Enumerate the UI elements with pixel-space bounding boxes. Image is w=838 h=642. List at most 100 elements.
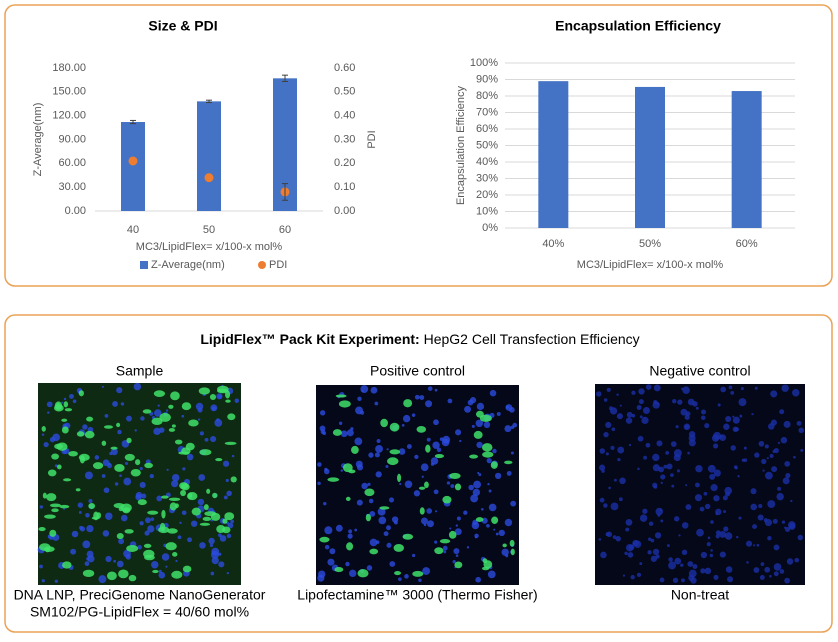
nucleus xyxy=(104,414,109,418)
nucleus xyxy=(758,440,765,447)
y-axis-title: Z-Average(nm) xyxy=(32,103,44,177)
nucleus xyxy=(375,471,382,478)
cell xyxy=(210,512,221,521)
bar xyxy=(197,101,221,211)
cell xyxy=(215,457,223,462)
nucleus xyxy=(725,491,731,497)
cell xyxy=(510,548,515,556)
nucleus xyxy=(672,398,677,404)
nucleus xyxy=(668,557,673,562)
cell xyxy=(92,462,104,470)
nucleus xyxy=(710,520,714,524)
nucleus xyxy=(219,535,227,542)
nucleus xyxy=(182,467,186,471)
nucleus xyxy=(126,415,132,422)
nucleus xyxy=(666,544,670,548)
cell xyxy=(62,561,72,569)
nucleus xyxy=(645,442,651,448)
nucleus xyxy=(319,410,326,416)
nucleus xyxy=(674,516,680,522)
nucleus xyxy=(227,522,234,529)
nucleus xyxy=(78,511,82,514)
nucleus xyxy=(652,548,660,555)
nucleus xyxy=(124,461,129,465)
nucleus xyxy=(161,553,170,561)
nucleus xyxy=(418,578,422,583)
image-title: Negative control xyxy=(649,363,750,379)
nucleus xyxy=(87,555,95,563)
cell xyxy=(168,428,176,432)
nucleus xyxy=(420,517,428,525)
nucleus xyxy=(655,507,664,516)
nucleus xyxy=(631,413,636,418)
nucleus xyxy=(43,441,49,448)
nucleus xyxy=(727,576,734,583)
nucleus xyxy=(750,503,757,511)
nucleus xyxy=(446,481,451,485)
nucleus xyxy=(39,564,43,569)
micrograph xyxy=(316,385,519,585)
nucleus xyxy=(700,551,708,559)
nucleus xyxy=(109,451,113,456)
cell xyxy=(418,486,426,490)
nucleus xyxy=(101,474,106,478)
nucleus xyxy=(653,384,661,392)
nucleus xyxy=(687,451,690,455)
cell xyxy=(44,514,56,519)
nucleus xyxy=(750,488,757,495)
cell xyxy=(222,518,228,524)
nucleus xyxy=(369,538,378,547)
cell xyxy=(188,419,199,427)
cell xyxy=(389,449,401,455)
cell xyxy=(491,516,499,524)
cell xyxy=(203,504,209,511)
nucleus xyxy=(348,529,353,534)
cell xyxy=(425,444,431,453)
cell xyxy=(106,571,117,581)
nucleus xyxy=(694,494,702,502)
nucleus xyxy=(41,579,45,583)
nucleus xyxy=(695,482,700,488)
nucleus xyxy=(154,409,162,417)
nucleus xyxy=(391,516,399,523)
nucleus xyxy=(510,451,514,455)
cell xyxy=(64,408,73,412)
nucleus xyxy=(643,455,647,460)
nucleus xyxy=(374,452,380,458)
nucleus xyxy=(709,553,714,558)
nucleus xyxy=(120,402,125,406)
nucleus xyxy=(616,393,619,396)
nucleus xyxy=(216,393,223,400)
nucleus xyxy=(688,574,695,581)
nucleus xyxy=(673,454,681,462)
nucleus xyxy=(327,558,335,566)
cell xyxy=(76,431,85,437)
nucleus xyxy=(767,500,776,509)
nucleus xyxy=(84,471,93,480)
nucleus xyxy=(234,398,240,403)
nucleus xyxy=(112,401,118,407)
nucleus xyxy=(512,422,518,428)
nucleus xyxy=(666,463,673,470)
nucleus xyxy=(717,403,721,407)
nucleus xyxy=(738,398,747,407)
nucleus xyxy=(175,559,178,563)
cell xyxy=(143,543,152,548)
nucleus xyxy=(735,535,739,539)
nucleus xyxy=(147,525,155,533)
nucleus xyxy=(386,448,389,451)
cell xyxy=(168,404,174,409)
cell xyxy=(198,387,211,395)
nucleus xyxy=(743,458,748,462)
nucleus xyxy=(790,499,793,503)
cell xyxy=(180,489,187,497)
nucleus xyxy=(642,508,648,514)
nucleus xyxy=(671,484,675,488)
nucleus xyxy=(626,411,633,418)
nucleus xyxy=(753,544,756,547)
nucleus xyxy=(630,575,635,580)
nucleus xyxy=(722,495,728,501)
panel-title-bold: LipidFlex™ Pack Kit Experiment: xyxy=(200,331,419,347)
cell xyxy=(51,453,60,460)
cell xyxy=(186,492,198,501)
